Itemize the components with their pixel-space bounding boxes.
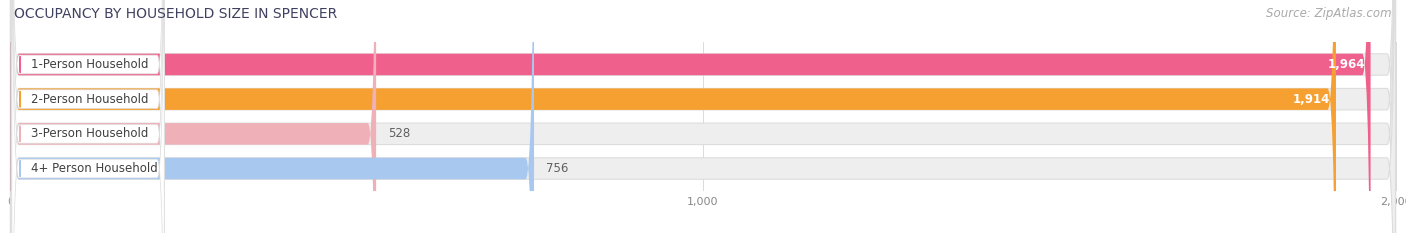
FancyBboxPatch shape (10, 0, 1336, 233)
Text: Source: ZipAtlas.com: Source: ZipAtlas.com (1267, 7, 1392, 20)
Text: 1,964: 1,964 (1327, 58, 1365, 71)
Text: 4+ Person Household: 4+ Person Household (31, 162, 157, 175)
FancyBboxPatch shape (10, 0, 1396, 233)
FancyBboxPatch shape (10, 0, 1396, 233)
Text: OCCUPANCY BY HOUSEHOLD SIZE IN SPENCER: OCCUPANCY BY HOUSEHOLD SIZE IN SPENCER (14, 7, 337, 21)
FancyBboxPatch shape (11, 0, 165, 233)
FancyBboxPatch shape (10, 0, 1396, 233)
FancyBboxPatch shape (10, 0, 534, 233)
FancyBboxPatch shape (10, 0, 1396, 233)
FancyBboxPatch shape (11, 0, 165, 233)
Text: 1,914: 1,914 (1294, 93, 1330, 106)
Text: 3-Person Household: 3-Person Household (31, 127, 149, 140)
Text: 1-Person Household: 1-Person Household (31, 58, 149, 71)
FancyBboxPatch shape (10, 0, 377, 233)
Text: 756: 756 (547, 162, 569, 175)
Text: 528: 528 (388, 127, 411, 140)
FancyBboxPatch shape (11, 0, 165, 233)
Text: 2-Person Household: 2-Person Household (31, 93, 149, 106)
FancyBboxPatch shape (11, 0, 165, 233)
FancyBboxPatch shape (10, 0, 1371, 233)
